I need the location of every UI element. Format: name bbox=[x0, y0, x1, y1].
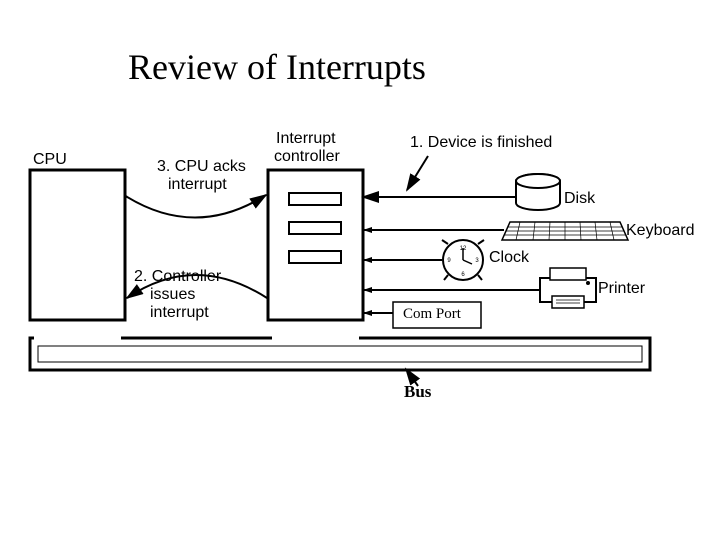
disk-icon bbox=[516, 174, 560, 210]
printer-label: Printer bbox=[598, 280, 645, 298]
interrupt-diagram: 12 3 6 9 bbox=[0, 0, 720, 540]
comport-label: Com Port bbox=[403, 306, 461, 323]
step2-label-2: issues bbox=[150, 286, 195, 304]
arrow-ack bbox=[124, 195, 266, 218]
arrow-step1 bbox=[407, 156, 428, 190]
cpu-box bbox=[30, 170, 125, 320]
controller-slot bbox=[289, 222, 341, 234]
controller-label-1: Interrupt bbox=[276, 130, 336, 148]
disk-label: Disk bbox=[564, 190, 595, 208]
controller-slot bbox=[289, 193, 341, 205]
step2-label-3: interrupt bbox=[150, 304, 209, 322]
controller-slot bbox=[289, 251, 341, 263]
step3-label-1: 3. CPU acks bbox=[157, 158, 246, 176]
step2-label-1: 2. Controller bbox=[134, 268, 221, 286]
bus-inner bbox=[38, 346, 642, 362]
keyboard-icon bbox=[502, 222, 628, 240]
step3-label-2: interrupt bbox=[168, 176, 227, 194]
step1-label: 1. Device is finished bbox=[410, 134, 552, 152]
clock-label: Clock bbox=[489, 249, 529, 267]
controller-label-2: controller bbox=[274, 148, 340, 166]
cpu-label: CPU bbox=[33, 151, 67, 169]
bus-label: Bus bbox=[404, 382, 431, 402]
keyboard-label: Keyboard bbox=[626, 222, 695, 240]
printer-icon bbox=[540, 268, 596, 308]
clock-icon: 12 3 6 9 bbox=[442, 240, 484, 280]
